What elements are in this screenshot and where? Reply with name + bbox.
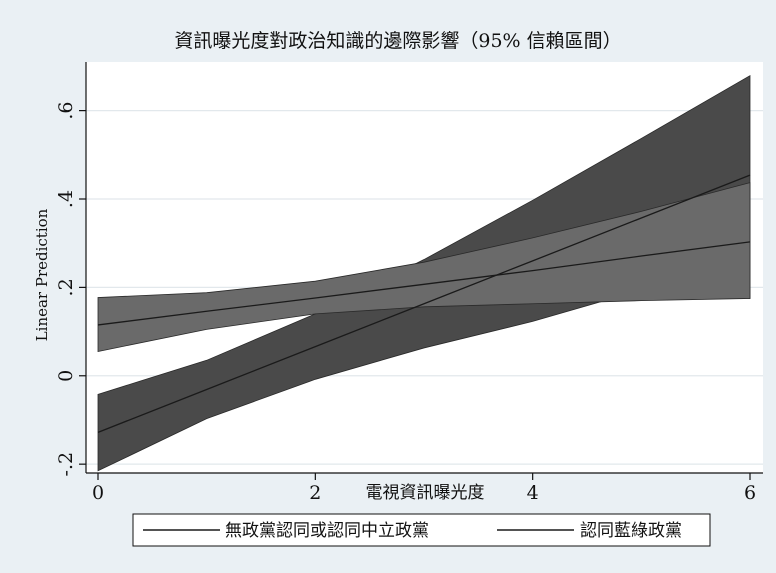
confidence-bands: [97, 75, 751, 472]
prediction-line-panblue: [97, 241, 751, 326]
x-tick-label-0: 0: [92, 482, 104, 504]
legend-label-nonpartisan: 無政黨認同或認同中立政黨: [225, 521, 429, 541]
y-tick-label-0: -.2: [55, 452, 77, 477]
y-axis-label: Linear Prediction: [33, 208, 51, 341]
prediction-line-nonpartisan: [97, 174, 751, 433]
legend-box: [132, 513, 711, 547]
legend: 無政黨認同或認同中立政黨 認同藍綠政黨: [132, 513, 711, 547]
x-tick-label-3: 6: [744, 482, 756, 504]
y-tick-label-4: .6: [55, 102, 77, 120]
prediction-lines: [97, 174, 751, 433]
y-tick-label-3: .4: [55, 190, 77, 208]
y-tick-label-1: 0: [55, 370, 77, 382]
x-axis-label: 電視資訊曝光度: [366, 483, 485, 503]
x-tick-label-2: 4: [527, 482, 539, 504]
legend-label-panblue: 認同藍綠政黨: [580, 521, 682, 541]
x-axis-ticks: 0 2 4 6: [92, 473, 756, 504]
y-axis-ticks: -.2 0 .2 .4 .6: [55, 102, 86, 477]
chart-title: 資訊曝光度對政治知識的邊際影響（95% 信賴區間）: [174, 30, 621, 52]
y-tick-label-2: .2: [55, 278, 77, 296]
ci-band-panblue: [97, 182, 751, 352]
x-tick-label-1: 2: [309, 482, 321, 504]
